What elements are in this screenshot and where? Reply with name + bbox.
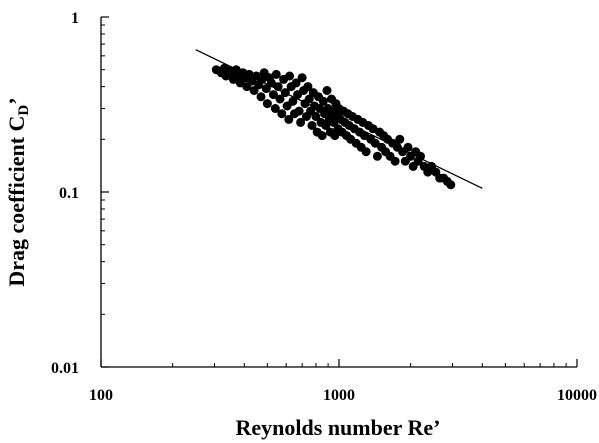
data-point (416, 151, 425, 161)
data-point (262, 99, 272, 109)
y-tick-label: 0.1 (59, 185, 79, 202)
data-point (288, 96, 298, 106)
data-point (446, 180, 456, 190)
data-point (370, 138, 380, 148)
data-point (284, 114, 294, 124)
y-axis-title-main: Drag coefficient C (4, 116, 29, 287)
y-axis-title-subscript: D (16, 105, 32, 116)
data-point (330, 131, 340, 141)
x-tick-label: 10000 (557, 387, 597, 404)
x-tick-label: 1000 (323, 387, 355, 404)
tick-labels: 0.01 0.1 1 100 1000 10000 (51, 10, 597, 404)
x-axis-title: Reynolds number Re’ (236, 415, 441, 440)
data-point (285, 71, 295, 81)
data-point (403, 142, 413, 152)
data-point (361, 147, 371, 157)
data-point (390, 156, 400, 166)
fit-line-group (195, 49, 483, 189)
data-point (322, 86, 332, 95)
data-point (275, 94, 285, 104)
data-point (311, 112, 321, 121)
data-point (268, 90, 278, 100)
data-point (372, 151, 382, 161)
axis-ticks (100, 16, 578, 368)
data-point (256, 92, 266, 102)
fit-line (195, 49, 483, 189)
data-point (297, 73, 307, 83)
y-axis-title: Drag coefficient CD’ (4, 97, 32, 286)
data-point (303, 82, 313, 92)
data-point (307, 121, 317, 130)
data-point (277, 109, 287, 119)
data-point (294, 106, 304, 116)
data-point (291, 78, 301, 88)
axes (100, 17, 577, 368)
data-point (395, 134, 405, 144)
data-point (270, 104, 280, 113)
data-points (211, 63, 456, 190)
data-point (296, 117, 306, 127)
y-tick-label: 1 (71, 10, 79, 27)
y-tick-label: 0.01 (51, 360, 79, 377)
data-point (304, 94, 314, 104)
x-tick-label: 100 (89, 387, 113, 404)
data-point (271, 69, 281, 79)
data-point (317, 131, 327, 141)
y-axis-title-prime: ’ (4, 97, 29, 104)
data-point (318, 96, 328, 106)
